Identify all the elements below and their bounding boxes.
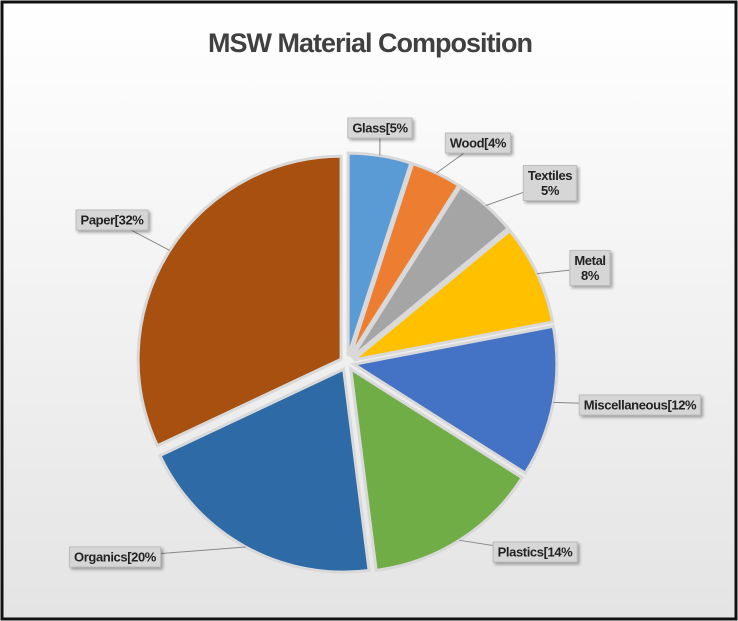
data-label: Miscellaneous[12% bbox=[578, 394, 702, 416]
pie-slice bbox=[349, 324, 559, 476]
chart-title: MSW Material Composition bbox=[208, 28, 532, 58]
data-label: Paper[32% bbox=[75, 209, 149, 231]
pie-slice bbox=[352, 228, 555, 362]
pie-slice bbox=[350, 184, 511, 359]
data-label: Wood[4% bbox=[444, 132, 512, 154]
pie-slice bbox=[157, 366, 371, 574]
pie-slice bbox=[346, 151, 413, 357]
pie-slice bbox=[348, 161, 461, 358]
data-label: Textiles 5% bbox=[522, 165, 578, 201]
data-label: Glass[5% bbox=[347, 117, 413, 139]
pie-slice bbox=[348, 365, 525, 572]
data-label: Organics[20% bbox=[69, 546, 161, 568]
pie-slice bbox=[136, 154, 343, 448]
data-label: Metal 8% bbox=[569, 250, 611, 286]
data-label: Plastics[14% bbox=[492, 541, 578, 563]
